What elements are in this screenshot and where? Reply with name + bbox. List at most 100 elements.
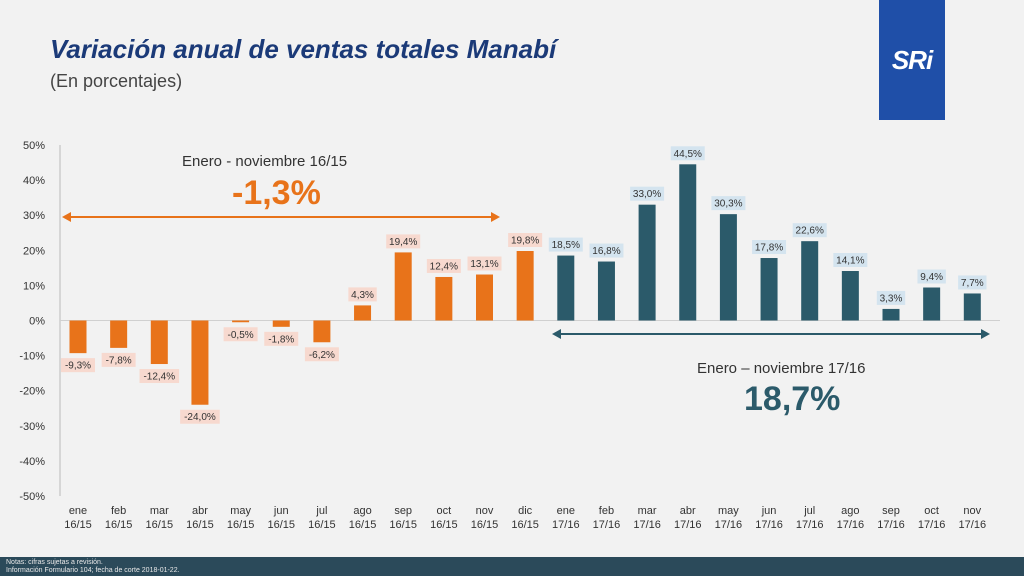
y-tick-label: 40% xyxy=(23,175,45,187)
data-label-box xyxy=(792,223,827,238)
x-tick-label-month: sep xyxy=(882,505,900,517)
range-arrow-16-15-head-right xyxy=(491,212,500,222)
x-tick-label-month: ene xyxy=(557,505,575,517)
data-label-box xyxy=(386,234,421,249)
x-tick-label-period: 16/15 xyxy=(64,519,92,531)
bar xyxy=(679,164,697,321)
bar-chart: 50% 40% 30% 20% 10% 0% -10% -20% -30% -40% -50% -9,… xyxy=(19,140,1000,531)
x-tick-label-month: mar xyxy=(638,505,657,517)
data-label: -12,4% xyxy=(143,372,175,383)
data-label-box xyxy=(180,409,220,424)
data-label: 12,4% xyxy=(430,261,458,272)
bar xyxy=(150,320,168,365)
range-value-17-16: 18,7% xyxy=(744,380,841,418)
x-tick-label-period: 17/16 xyxy=(918,519,946,531)
data-label-box xyxy=(264,331,299,346)
x-tick-label-month: oct xyxy=(924,505,939,517)
bar xyxy=(69,320,87,354)
footer-note-2: Información Formulario 104; fecha de cor… xyxy=(6,567,180,574)
x-tick-label-month: ago xyxy=(353,505,371,517)
x-tick-label-month: ago xyxy=(841,505,859,517)
bar xyxy=(476,274,493,321)
data-label: 4,3% xyxy=(351,290,374,301)
data-label: 22,6% xyxy=(796,226,824,237)
y-tick-label: -50% xyxy=(19,491,45,503)
data-label: -7,8% xyxy=(106,355,132,366)
x-tick-label-month: abr xyxy=(680,505,696,517)
bar xyxy=(719,214,737,321)
x-tick-label-period: 16/15 xyxy=(146,519,174,531)
data-label: -24,0% xyxy=(184,412,216,423)
x-tick-label-month: nov xyxy=(476,505,494,517)
x-tick-label-period: 16/15 xyxy=(471,519,499,531)
x-tick-label-month: feb xyxy=(599,505,614,517)
bar xyxy=(557,255,575,321)
data-label-box xyxy=(304,347,339,362)
y-tick-label: -40% xyxy=(19,456,45,468)
range-label-16-15: Enero - noviembre 16/15 xyxy=(182,153,348,170)
x-tick-label-month: dic xyxy=(518,505,533,517)
sri-logo: SRi xyxy=(879,0,945,120)
bar xyxy=(638,204,656,321)
x-tick-label-month: jul xyxy=(803,505,815,517)
x-tick-label-period: 17/16 xyxy=(552,519,580,531)
bar xyxy=(516,251,534,321)
data-label: 14,1% xyxy=(836,256,864,267)
data-label: 7,7% xyxy=(961,278,984,289)
data-label: 3,3% xyxy=(880,293,903,304)
data-label-box xyxy=(348,287,377,302)
data-label-box xyxy=(589,243,624,258)
data-label-box xyxy=(101,352,136,367)
range-arrow-17-16-head-left xyxy=(552,329,561,339)
x-tick-label-month: feb xyxy=(111,505,126,517)
data-label: 18,5% xyxy=(552,240,580,251)
x-tick-label-period: 17/16 xyxy=(796,519,824,531)
bar xyxy=(963,293,981,321)
data-label-box xyxy=(139,369,180,384)
x-tick-label-period: 16/15 xyxy=(227,519,255,531)
data-label: 9,4% xyxy=(920,272,943,283)
bar xyxy=(232,320,250,323)
range-arrow-16-15-head-left xyxy=(62,212,71,222)
x-tick-label-period: 17/16 xyxy=(959,519,987,531)
data-label: 17,8% xyxy=(755,243,783,254)
x-tick-label-month: may xyxy=(230,505,251,517)
bar xyxy=(313,320,331,343)
data-label: 44,5% xyxy=(674,149,702,160)
data-label-box xyxy=(223,327,258,342)
y-tick-label: -30% xyxy=(19,421,45,433)
x-tick-label-month: may xyxy=(718,505,739,517)
y-tick-label: -10% xyxy=(19,351,45,363)
x-tick-label-month: abr xyxy=(192,505,208,517)
x-tick-label-period: 17/16 xyxy=(877,519,905,531)
bar xyxy=(272,320,290,327)
bar xyxy=(801,241,819,321)
x-tick-label-month: jul xyxy=(315,505,327,517)
data-label: 19,4% xyxy=(389,237,417,248)
x-tick-label-month: ene xyxy=(69,505,87,517)
footer-note-1: Notas: cifras sujetas a revisión. xyxy=(6,559,103,566)
y-tick-label: 20% xyxy=(23,245,45,257)
data-label-box xyxy=(752,240,787,255)
bar xyxy=(191,320,209,405)
page-subtitle: (En porcentajes) xyxy=(50,71,183,91)
y-tick-label: 30% xyxy=(23,210,45,222)
x-tick-label-month: nov xyxy=(963,505,981,517)
y-tick-label: 10% xyxy=(23,280,45,292)
data-label: 19,8% xyxy=(511,236,539,247)
data-label: 16,8% xyxy=(592,246,620,257)
x-tick-label-period: 16/15 xyxy=(430,519,458,531)
x-tick-label-month: mar xyxy=(150,505,169,517)
bar xyxy=(394,252,412,321)
x-tick-label-period: 17/16 xyxy=(837,519,865,531)
range-label-17-16: Enero – noviembre 17/16 xyxy=(697,360,866,377)
data-label-box xyxy=(833,253,868,268)
data-label: -9,3% xyxy=(65,361,91,372)
x-tick-label-period: 16/15 xyxy=(105,519,133,531)
data-label-box xyxy=(61,358,95,373)
x-tick-label-period: 17/16 xyxy=(593,519,621,531)
data-label-box xyxy=(670,146,705,161)
x-tick-label-period: 17/16 xyxy=(633,519,661,531)
data-label: -1,8% xyxy=(268,334,294,345)
y-tick-label: 0% xyxy=(29,316,45,328)
